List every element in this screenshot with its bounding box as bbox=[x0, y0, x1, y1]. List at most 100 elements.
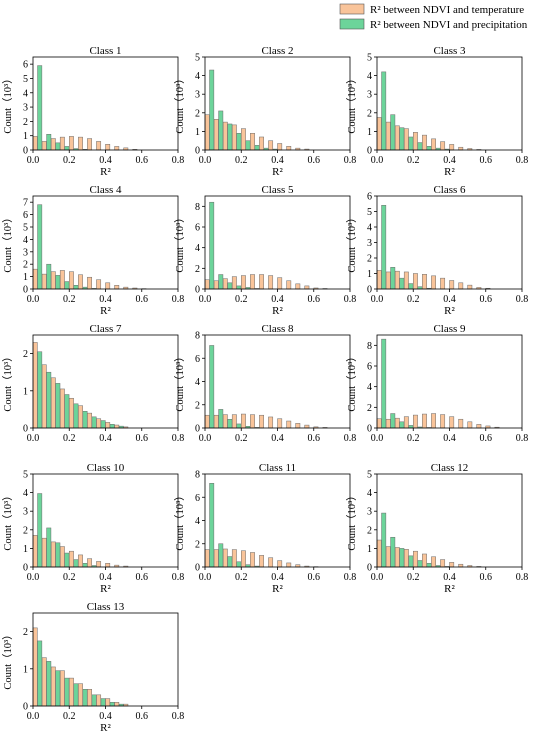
bar-temperature bbox=[222, 121, 228, 151]
y-tick-label: 6 bbox=[367, 362, 372, 373]
x-tick-label: 0.2 bbox=[63, 155, 76, 166]
bar-temperature bbox=[250, 552, 255, 568]
bar-precipitation bbox=[417, 142, 423, 151]
bar-precipitation bbox=[236, 561, 242, 568]
bar-temperature bbox=[69, 397, 74, 429]
x-tick-label: 0.0 bbox=[199, 433, 212, 444]
bar-temperature bbox=[385, 546, 391, 568]
bar-temperature bbox=[268, 140, 274, 151]
y-axis-label: Count（10³） bbox=[174, 490, 186, 550]
legend-swatch-temperature bbox=[339, 3, 365, 15]
x-axis-label: R² bbox=[272, 583, 283, 595]
plot-frame bbox=[204, 195, 351, 290]
y-axis-label: Count（10³） bbox=[2, 629, 14, 689]
y-tick-label: 5 bbox=[23, 223, 28, 234]
x-tick-label: 0.2 bbox=[235, 433, 248, 444]
bar-temperature bbox=[87, 138, 92, 151]
bar-temperature bbox=[413, 273, 418, 290]
y-tick-label: 4 bbox=[23, 235, 28, 246]
bar-precipitation bbox=[46, 371, 52, 429]
x-tick-label: 0.0 bbox=[371, 572, 384, 583]
y-axis-label: Count（10³） bbox=[346, 212, 358, 272]
x-tick-label: 0.4 bbox=[271, 572, 284, 583]
chart-panel: Class 2 0.0 0.2 0.4 0.6 0.8 0 1 2 3 4 5 R² Count（10³） bbox=[174, 45, 356, 178]
y-tick-label: 0 bbox=[367, 424, 372, 435]
x-tick-label: 0.0 bbox=[27, 433, 40, 444]
bar-precipitation bbox=[426, 563, 432, 568]
bar-precipitation bbox=[390, 114, 396, 151]
panel-title: Class 4 bbox=[89, 184, 122, 196]
bar-temperature bbox=[458, 146, 464, 151]
bar-temperature bbox=[259, 414, 264, 429]
bar-temperature bbox=[394, 270, 400, 290]
y-tick-label: 6 bbox=[195, 354, 200, 365]
bar-temperature bbox=[259, 136, 264, 151]
bar-temperature bbox=[222, 548, 228, 568]
x-tick-label: 0.6 bbox=[136, 155, 149, 166]
bar-temperature bbox=[213, 119, 219, 151]
x-tick-label: 0.8 bbox=[172, 433, 185, 444]
chart-panel: Class 1 0.0 0.2 0.4 0.6 0.8 0 1 2 3 4 5 6 R² Count（10³… bbox=[2, 45, 184, 178]
bar-temperature bbox=[69, 271, 74, 290]
bar-precipitation bbox=[73, 285, 79, 290]
y-tick-label: 0 bbox=[23, 146, 28, 157]
bar-temperature bbox=[105, 563, 111, 568]
y-tick-label: 2 bbox=[367, 525, 372, 536]
bar-precipitation bbox=[55, 142, 61, 151]
y-tick-label: 0 bbox=[367, 563, 372, 574]
x-tick-label: 0.0 bbox=[27, 572, 40, 583]
bar-temperature bbox=[440, 414, 446, 429]
bar-precipitation bbox=[64, 677, 70, 707]
bar-temperature bbox=[213, 549, 219, 568]
bar-temperature bbox=[431, 275, 436, 290]
y-tick-label: 4 bbox=[367, 488, 372, 499]
bar-temperature bbox=[422, 413, 427, 429]
y-tick-label: 4 bbox=[195, 516, 200, 527]
y-tick-label: 1 bbox=[23, 664, 28, 675]
bar-temperature bbox=[394, 125, 400, 151]
x-tick-label: 0.0 bbox=[371, 155, 384, 166]
x-axis-label: R² bbox=[444, 166, 455, 178]
y-tick-label: 2 bbox=[367, 254, 372, 265]
bar-temperature bbox=[41, 657, 47, 707]
bar-temperature bbox=[114, 285, 120, 290]
panel-title: Class 13 bbox=[87, 601, 125, 613]
x-axis-label: R² bbox=[100, 305, 111, 317]
bar-temperature bbox=[440, 277, 446, 290]
bar-temperature bbox=[78, 554, 83, 568]
y-tick-label: 3 bbox=[367, 238, 372, 249]
y-tick-label: 1 bbox=[367, 127, 372, 138]
bar-precipitation bbox=[408, 283, 414, 290]
y-tick-label: 8 bbox=[367, 341, 372, 352]
bar-precipitation bbox=[227, 123, 233, 151]
x-tick-label: 0.6 bbox=[308, 155, 321, 166]
x-tick-label: 0.8 bbox=[344, 155, 357, 166]
bar-temperature bbox=[59, 270, 65, 290]
bar-temperature bbox=[449, 416, 455, 429]
panel-title: Class 10 bbox=[87, 462, 125, 474]
x-tick-label: 0.6 bbox=[136, 711, 149, 722]
x-tick-label: 0.8 bbox=[344, 433, 357, 444]
x-tick-label: 0.6 bbox=[136, 433, 149, 444]
x-tick-label: 0.4 bbox=[271, 155, 284, 166]
bar-temperature bbox=[213, 280, 219, 290]
bar-precipitation bbox=[73, 683, 79, 707]
bar-temperature bbox=[114, 424, 120, 429]
y-tick-label: 4 bbox=[195, 243, 200, 254]
x-tick-label: 0.4 bbox=[99, 155, 112, 166]
panel-title: Class 9 bbox=[433, 323, 466, 335]
x-tick-label: 0.0 bbox=[199, 155, 212, 166]
bar-temperature bbox=[204, 549, 210, 568]
y-tick-label: 2 bbox=[367, 403, 372, 414]
bar-temperature bbox=[277, 560, 283, 568]
bar-temperature bbox=[304, 285, 310, 290]
x-axis-label: R² bbox=[100, 166, 111, 178]
bar-temperature bbox=[50, 271, 56, 290]
x-tick-label: 0.4 bbox=[99, 294, 112, 305]
y-tick-label: 1 bbox=[23, 272, 28, 283]
x-tick-label: 0.8 bbox=[516, 155, 529, 166]
bar-precipitation bbox=[417, 560, 423, 568]
bar-temperature bbox=[50, 377, 56, 429]
bar-precipitation bbox=[91, 416, 97, 429]
x-axis-label: R² bbox=[100, 583, 111, 595]
